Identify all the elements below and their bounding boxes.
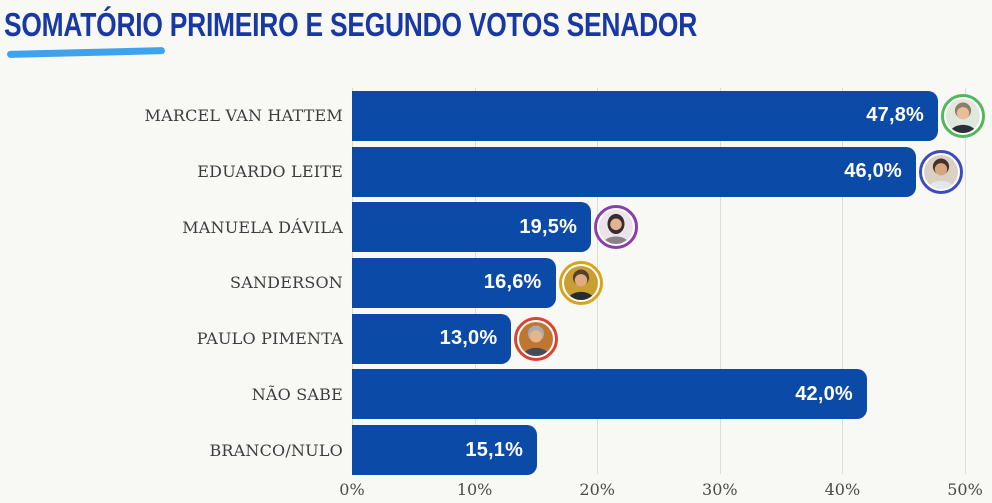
- candidate-avatar: [594, 205, 639, 250]
- x-axis-tick-label: 40%: [824, 480, 861, 499]
- gridline: [719, 88, 721, 474]
- page-title-text: SOMATÓRIO PRIMEIRO E SEGUNDO VOTOS SENAD…: [4, 6, 698, 43]
- bar: 19,5%: [352, 202, 592, 253]
- category-label: MARCEL VAN HATTEM: [144, 106, 343, 126]
- person-photo-icon: [946, 98, 981, 133]
- chart-row: EDUARDO LEITE 46,0%: [0, 144, 992, 200]
- candidate-avatar: [941, 93, 986, 138]
- chart-rows: MARCEL VAN HATTEM 47,8% EDUARDO LEITE: [0, 88, 992, 478]
- bar-track: 46,0%: [352, 146, 965, 197]
- category-label: NÃO SABE: [251, 384, 343, 404]
- bar-track: 16,6%: [352, 257, 965, 308]
- chart-row: NÃO SABE 42,0%: [0, 367, 992, 423]
- value-label: 47,8%: [866, 104, 925, 127]
- value-label: 15,1%: [465, 438, 524, 461]
- x-axis: 0% 10% 20% 30% 40% 50%: [339, 478, 982, 502]
- chart-row: PAULO PIMENTA 13,0%: [0, 311, 992, 367]
- bar-track: 47,8%: [352, 90, 986, 141]
- person-photo-icon: [599, 210, 634, 245]
- category-label: BRANCO/NULO: [209, 440, 343, 460]
- person-photo-icon: [923, 154, 958, 189]
- category-label: EDUARDO LEITE: [197, 162, 343, 182]
- bar: 47,8%: [352, 90, 939, 141]
- bar: 46,0%: [352, 146, 916, 197]
- value-label: 42,0%: [795, 382, 853, 405]
- bar-track: 42,0%: [352, 369, 965, 420]
- person-photo-icon: [563, 265, 598, 300]
- bar-track: 19,5%: [352, 202, 965, 253]
- title-underline-swoosh: [6, 47, 166, 58]
- x-axis-tick-label: 0%: [339, 480, 365, 499]
- x-axis-tick-label: 30%: [702, 480, 738, 499]
- category-label: SANDERSON: [230, 273, 343, 293]
- x-axis-tick-label: 20%: [579, 480, 615, 499]
- category-label: PAULO PIMENTA: [196, 329, 343, 349]
- chart-header: SOMATÓRIO PRIMEIRO E SEGUNDO VOTOS SENAD…: [0, 0, 992, 88]
- bar: 13,0%: [352, 313, 512, 364]
- chart-row: MARCEL VAN HATTEM 47,8%: [0, 88, 992, 144]
- x-axis-tick-label: 50%: [947, 480, 983, 499]
- value-label: 46,0%: [844, 160, 902, 183]
- gridline: [965, 88, 966, 474]
- bar: 42,0%: [352, 369, 867, 420]
- value-label: 19,5%: [519, 215, 578, 238]
- person-photo-icon: [519, 321, 554, 356]
- bar-track: 15,1%: [352, 425, 965, 476]
- page-title: SOMATÓRIO PRIMEIRO E SEGUNDO VOTOS SENAD…: [4, 5, 992, 45]
- bar-track: 13,0%: [352, 313, 965, 364]
- bar: 15,1%: [352, 425, 538, 476]
- chart-row: MANUELA DÁVILA 19,5%: [0, 199, 992, 255]
- value-label: 13,0%: [439, 327, 498, 350]
- gridline: [842, 88, 844, 474]
- chart-row: SANDERSON 16,6%: [0, 255, 992, 311]
- bar: 16,6%: [352, 257, 556, 308]
- candidate-avatar: [514, 316, 559, 361]
- candidate-avatar: [558, 260, 603, 305]
- x-axis-tick-label: 10%: [456, 480, 493, 499]
- value-label: 16,6%: [483, 271, 542, 294]
- chart-row: BRANCO/NULO 15,1%: [0, 422, 992, 478]
- bar-chart: MARCEL VAN HATTEM 47,8% EDUARDO LEITE: [0, 88, 992, 478]
- category-label: MANUELA DÁVILA: [182, 217, 343, 237]
- candidate-avatar: [918, 149, 963, 194]
